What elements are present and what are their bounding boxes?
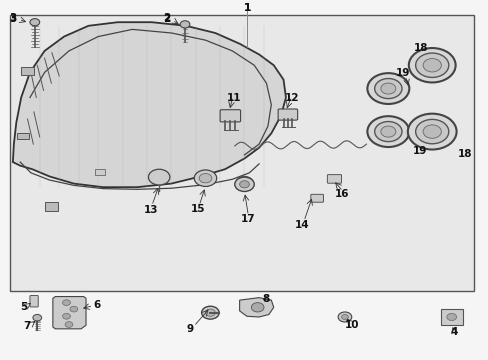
Circle shape [366, 73, 408, 104]
Text: 8: 8 [262, 294, 269, 304]
Text: 18: 18 [413, 43, 427, 53]
Circle shape [205, 309, 215, 316]
Circle shape [65, 321, 73, 327]
Circle shape [30, 19, 40, 26]
Text: 19: 19 [412, 146, 427, 156]
Text: 9: 9 [186, 324, 193, 334]
Text: 4: 4 [449, 327, 457, 337]
Circle shape [415, 53, 448, 77]
FancyBboxPatch shape [327, 175, 341, 183]
Text: 2: 2 [163, 13, 170, 23]
Text: 19: 19 [395, 68, 409, 78]
Circle shape [62, 314, 70, 319]
FancyBboxPatch shape [21, 67, 34, 75]
Circle shape [33, 315, 41, 321]
Circle shape [62, 300, 70, 306]
Text: 3: 3 [9, 14, 17, 24]
FancyBboxPatch shape [17, 133, 29, 139]
FancyBboxPatch shape [220, 110, 240, 122]
Circle shape [374, 122, 401, 141]
FancyBboxPatch shape [440, 309, 462, 325]
Circle shape [366, 116, 408, 147]
Text: 18: 18 [457, 149, 472, 159]
Circle shape [234, 177, 254, 192]
FancyBboxPatch shape [30, 296, 38, 307]
FancyBboxPatch shape [10, 15, 473, 291]
Circle shape [199, 174, 211, 183]
Text: 11: 11 [226, 93, 241, 103]
Circle shape [415, 120, 448, 144]
Text: 1: 1 [243, 3, 250, 13]
Text: 16: 16 [334, 189, 348, 199]
Text: 10: 10 [344, 320, 358, 329]
FancyBboxPatch shape [278, 109, 297, 120]
Circle shape [70, 306, 78, 312]
Polygon shape [13, 22, 285, 187]
Circle shape [422, 125, 441, 138]
Circle shape [408, 48, 455, 82]
FancyBboxPatch shape [45, 202, 58, 211]
Circle shape [251, 303, 264, 312]
Circle shape [148, 169, 169, 185]
Circle shape [407, 114, 456, 149]
Circle shape [380, 126, 395, 137]
Circle shape [374, 78, 401, 99]
Circle shape [446, 314, 456, 320]
Text: 17: 17 [241, 215, 255, 224]
Text: 2: 2 [163, 14, 170, 24]
Text: 7: 7 [23, 321, 30, 331]
Text: 5: 5 [20, 302, 28, 312]
Circle shape [180, 21, 189, 28]
Circle shape [341, 315, 347, 319]
Text: 13: 13 [143, 206, 158, 216]
Text: 15: 15 [190, 204, 205, 215]
Text: 12: 12 [285, 93, 299, 103]
Circle shape [194, 170, 216, 186]
Circle shape [239, 181, 249, 188]
Text: 6: 6 [93, 300, 101, 310]
Circle shape [201, 306, 219, 319]
Text: 14: 14 [294, 220, 309, 230]
Circle shape [337, 312, 351, 322]
FancyBboxPatch shape [95, 169, 105, 175]
Polygon shape [239, 298, 273, 317]
Text: 3: 3 [9, 13, 17, 23]
Text: 1: 1 [243, 3, 250, 13]
Circle shape [380, 83, 395, 94]
Circle shape [422, 59, 441, 72]
FancyBboxPatch shape [310, 194, 323, 202]
Polygon shape [53, 297, 86, 329]
